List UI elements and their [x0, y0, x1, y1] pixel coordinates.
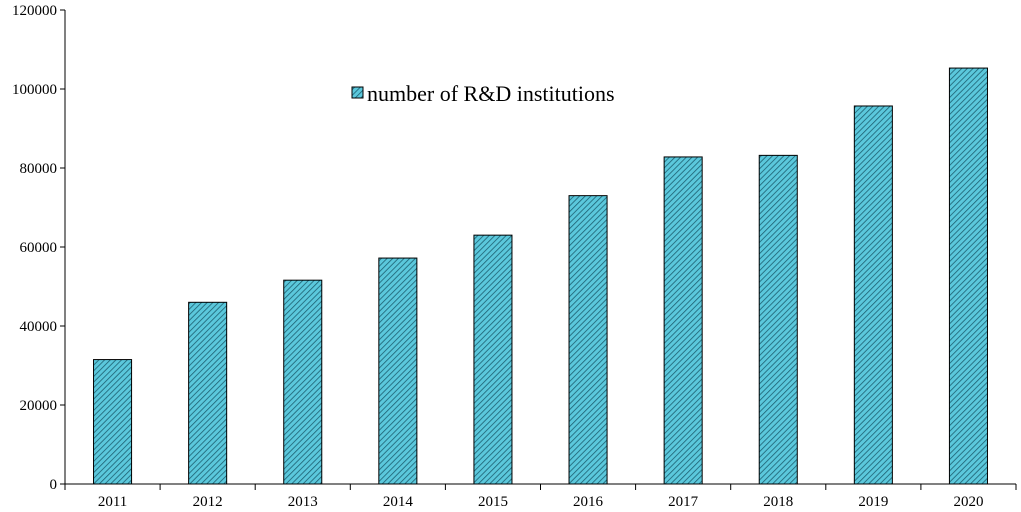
x-tick-label: 2012	[193, 494, 223, 510]
legend-swatch	[351, 86, 364, 99]
bar-2013	[283, 279, 323, 485]
x-tick-label: 2016	[573, 494, 604, 510]
y-tick-label: 100000	[12, 82, 57, 98]
bar-2012	[188, 301, 228, 485]
y-axis: 0 20000 40000 60000 80000 100000 120000	[12, 3, 66, 493]
y-tick-label: 0	[50, 477, 58, 493]
y-tick-label: 20000	[20, 398, 58, 414]
x-tick-label: 2015	[478, 494, 508, 510]
bar-2018	[758, 154, 798, 485]
bar-2015	[473, 234, 513, 485]
bar-2011	[93, 359, 133, 485]
bar-2014	[378, 257, 418, 485]
y-tick-label: 120000	[12, 3, 57, 19]
x-tick-label: 2018	[763, 494, 793, 510]
bars	[93, 67, 988, 485]
x-tick-label: 2019	[858, 494, 888, 510]
y-tick-label: 80000	[20, 161, 58, 177]
legend: number of R&D institutions	[351, 81, 615, 106]
bar-2020	[948, 67, 988, 485]
legend-label: number of R&D institutions	[367, 81, 615, 106]
x-tick-label: 2020	[953, 494, 983, 510]
x-tick-label: 2011	[98, 494, 127, 510]
bar-2019	[853, 105, 893, 485]
x-tick-label: 2014	[383, 494, 414, 510]
bar-2017	[663, 156, 703, 485]
x-tick-label: 2017	[668, 494, 699, 510]
y-tick-label: 60000	[20, 240, 58, 256]
x-tick-label: 2013	[288, 494, 318, 510]
y-tick-label: 40000	[20, 319, 58, 335]
x-axis: 2011 2012 2013 2014 2015 2016 2017 2018 2019 2020	[64, 483, 1017, 510]
bar-2016	[568, 195, 608, 485]
